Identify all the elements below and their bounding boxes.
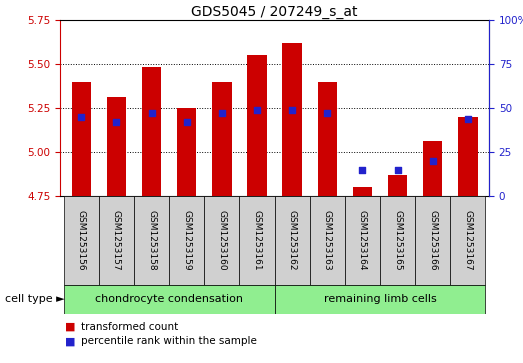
Text: transformed count: transformed count — [81, 322, 178, 332]
Text: GSM1253159: GSM1253159 — [182, 210, 191, 271]
FancyBboxPatch shape — [275, 285, 485, 314]
Point — [77, 114, 85, 120]
Bar — [72, 82, 91, 196]
FancyBboxPatch shape — [99, 196, 134, 285]
Text: GSM1253164: GSM1253164 — [358, 210, 367, 271]
Bar — [458, 117, 477, 196]
FancyBboxPatch shape — [64, 285, 275, 314]
FancyBboxPatch shape — [169, 196, 204, 285]
Point — [253, 107, 261, 113]
Title: GDS5045 / 207249_s_at: GDS5045 / 207249_s_at — [191, 5, 358, 19]
FancyBboxPatch shape — [415, 196, 450, 285]
FancyBboxPatch shape — [134, 196, 169, 285]
Point — [428, 158, 437, 164]
FancyBboxPatch shape — [310, 196, 345, 285]
FancyBboxPatch shape — [275, 196, 310, 285]
Text: GSM1253163: GSM1253163 — [323, 210, 332, 271]
Text: GSM1253167: GSM1253167 — [463, 210, 472, 271]
FancyBboxPatch shape — [64, 196, 99, 285]
Point — [393, 167, 402, 172]
Text: ■: ■ — [65, 322, 76, 332]
Bar — [247, 55, 267, 196]
Text: GSM1253156: GSM1253156 — [77, 210, 86, 271]
Bar — [177, 108, 196, 196]
Text: GSM1253165: GSM1253165 — [393, 210, 402, 271]
Text: GSM1253157: GSM1253157 — [112, 210, 121, 271]
Point — [218, 110, 226, 116]
FancyBboxPatch shape — [380, 196, 415, 285]
Point — [358, 167, 367, 172]
Text: GSM1253158: GSM1253158 — [147, 210, 156, 271]
Text: GSM1253162: GSM1253162 — [288, 210, 297, 271]
FancyBboxPatch shape — [204, 196, 240, 285]
Bar — [388, 175, 407, 196]
Text: remaining limb cells: remaining limb cells — [324, 294, 436, 305]
Bar — [212, 82, 232, 196]
Bar — [317, 82, 337, 196]
Point — [464, 116, 472, 122]
Text: percentile rank within the sample: percentile rank within the sample — [81, 336, 257, 346]
FancyBboxPatch shape — [450, 196, 485, 285]
Bar — [142, 68, 161, 196]
Text: chondrocyte condensation: chondrocyte condensation — [95, 294, 243, 305]
Text: GSM1253161: GSM1253161 — [253, 210, 262, 271]
FancyBboxPatch shape — [240, 196, 275, 285]
Text: GSM1253166: GSM1253166 — [428, 210, 437, 271]
Point — [112, 119, 121, 125]
Point — [323, 110, 332, 116]
FancyBboxPatch shape — [345, 196, 380, 285]
Bar — [282, 43, 302, 196]
Text: GSM1253160: GSM1253160 — [218, 210, 226, 271]
Text: ■: ■ — [65, 336, 76, 346]
Point — [183, 119, 191, 125]
Bar — [353, 187, 372, 196]
Bar — [107, 97, 126, 196]
Point — [288, 107, 297, 113]
Point — [147, 110, 156, 116]
Bar — [423, 142, 442, 196]
Text: cell type ►: cell type ► — [5, 294, 65, 305]
